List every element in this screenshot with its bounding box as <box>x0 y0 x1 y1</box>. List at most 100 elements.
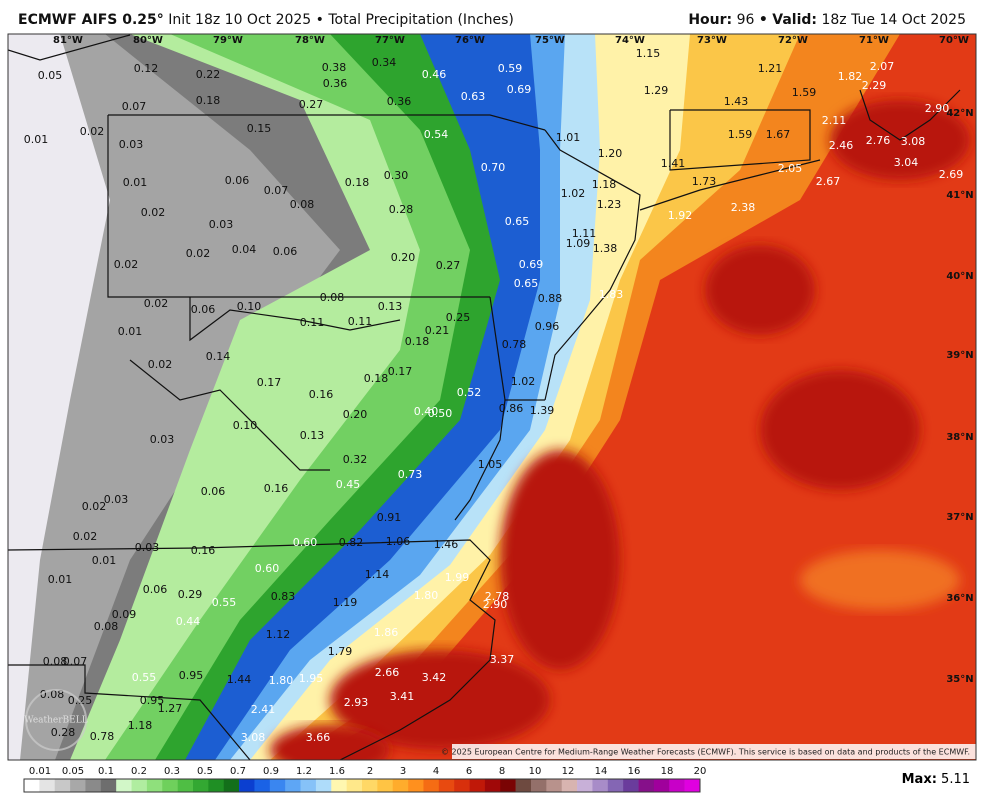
legend-swatch <box>362 779 378 792</box>
legend-swatch <box>515 779 532 792</box>
precip-value: 0.40 <box>414 405 439 418</box>
precip-value: 0.06 <box>225 174 250 187</box>
precip-value: 0.70 <box>481 161 506 174</box>
legend-label: 10 <box>529 766 542 777</box>
legend-swatch <box>423 779 440 792</box>
precip-value: 1.21 <box>758 62 783 75</box>
separator: • <box>759 12 768 28</box>
legend-label: 0.9 <box>263 766 279 777</box>
precip-value: 0.15 <box>247 122 272 135</box>
precip-value: 0.60 <box>293 536 318 549</box>
model-name: ECMWF AIFS 0.25° <box>18 12 164 28</box>
precip-value: 0.03 <box>209 218 234 231</box>
precip-value: 0.46 <box>422 68 447 81</box>
precip-value: 0.25 <box>446 311 471 324</box>
legend-label: 0.7 <box>230 766 246 777</box>
precip-value: 0.28 <box>51 726 76 739</box>
longitude-label: 75°W <box>535 35 565 46</box>
legend-label: 0.5 <box>197 766 213 777</box>
precip-value: 0.96 <box>535 320 560 333</box>
precip-value: 0.06 <box>201 485 226 498</box>
precip-value: 1.80 <box>414 589 439 602</box>
boundary-line <box>107 115 490 298</box>
legend-label: 8 <box>499 766 505 777</box>
precip-value: 1.80 <box>269 674 294 687</box>
precip-value: 2.46 <box>829 139 854 152</box>
legend-swatch <box>223 779 240 792</box>
legend-swatch <box>24 779 40 792</box>
precip-value: 0.10 <box>233 419 258 432</box>
boundary-line <box>859 89 961 141</box>
precip-value: 0.45 <box>336 478 361 491</box>
light-area <box>800 550 960 610</box>
precip-value: 0.03 <box>135 541 160 554</box>
precip-value: 0.08 <box>320 291 345 304</box>
precip-value: 0.17 <box>257 376 282 389</box>
precip-value: 2.90 <box>925 102 950 115</box>
precip-value: 2.29 <box>862 79 887 92</box>
latitude-label: 40°N <box>946 271 973 282</box>
boundary-line <box>189 297 401 342</box>
legend-swatch <box>669 779 685 792</box>
precip-value: 1.02 <box>561 187 586 200</box>
precip-value: 0.08 <box>290 198 315 211</box>
precip-value: 3.08 <box>901 135 926 148</box>
valid: 18z Tue 14 Oct 2025 <box>821 12 966 28</box>
legend-swatch <box>131 779 148 792</box>
boundary-line <box>639 159 821 211</box>
legend-swatch <box>653 779 670 792</box>
precip-value: 1.29 <box>644 84 669 97</box>
legend-swatch <box>546 779 563 792</box>
precip-value: 2.93 <box>344 696 369 709</box>
precip-map: 81°W 80°W 79°W 78°W 77°W 76°W 75°W 74°W 73°W 72°W… <box>8 34 976 760</box>
precip-value: 1.39 <box>530 404 555 417</box>
precip-value: 0.28 <box>389 203 414 216</box>
precip-value: 2.05 <box>778 162 803 175</box>
boundary-line <box>129 359 330 471</box>
precip-value: 0.73 <box>398 468 423 481</box>
precip-value: 3.04 <box>894 156 919 169</box>
max: 5.11 <box>941 772 970 787</box>
precip-value: 0.44 <box>176 615 201 628</box>
legend-swatch <box>254 779 271 792</box>
precip-value: 2.76 <box>866 134 891 147</box>
legend-swatch <box>531 779 547 792</box>
max-value: Max: 5.11 <box>902 772 970 787</box>
credit-background <box>452 744 976 759</box>
latitude-label: 41°N <box>946 190 973 201</box>
precip-value: 1.73 <box>692 175 717 188</box>
precip-value: 0.06 <box>191 303 216 316</box>
precip-value: 0.34 <box>372 56 397 69</box>
precip-value: 0.02 <box>186 247 211 260</box>
legend-swatch <box>285 779 301 792</box>
precip-value: 0.65 <box>514 277 539 290</box>
legend-label: 1.2 <box>296 766 312 777</box>
precip-value: 0.32 <box>343 453 368 466</box>
max-label: Max: <box>902 772 937 787</box>
precip-value: 0.01 <box>48 573 73 586</box>
legend-swatch <box>300 779 317 792</box>
legend-swatch <box>85 779 102 792</box>
precip-value: 1.82 <box>838 70 863 83</box>
legend-swatch <box>500 779 516 792</box>
precip-value: 0.09 <box>112 608 137 621</box>
precip-value: 0.36 <box>323 77 348 90</box>
heavy-precip <box>705 245 815 335</box>
legend-swatch <box>484 779 501 792</box>
precip-value: 1.67 <box>766 128 791 141</box>
precip-value: 0.95 <box>179 669 204 682</box>
precip-value: 1.79 <box>328 645 353 658</box>
precip-value: 0.07 <box>122 100 147 113</box>
watermark: WeatherBELL <box>24 716 87 726</box>
precip-value: 3.37 <box>490 653 515 666</box>
precip-value: 0.01 <box>24 133 49 146</box>
legend-label: 2 <box>367 766 373 777</box>
precip-value: 0.02 <box>80 125 105 138</box>
boundary-line <box>454 399 506 521</box>
precip-value: 1.46 <box>434 538 459 551</box>
precip-value: 0.16 <box>309 388 334 401</box>
precip-value: 0.55 <box>132 671 157 684</box>
heavy-precip <box>500 450 620 670</box>
precip-value: 0.60 <box>255 562 280 575</box>
